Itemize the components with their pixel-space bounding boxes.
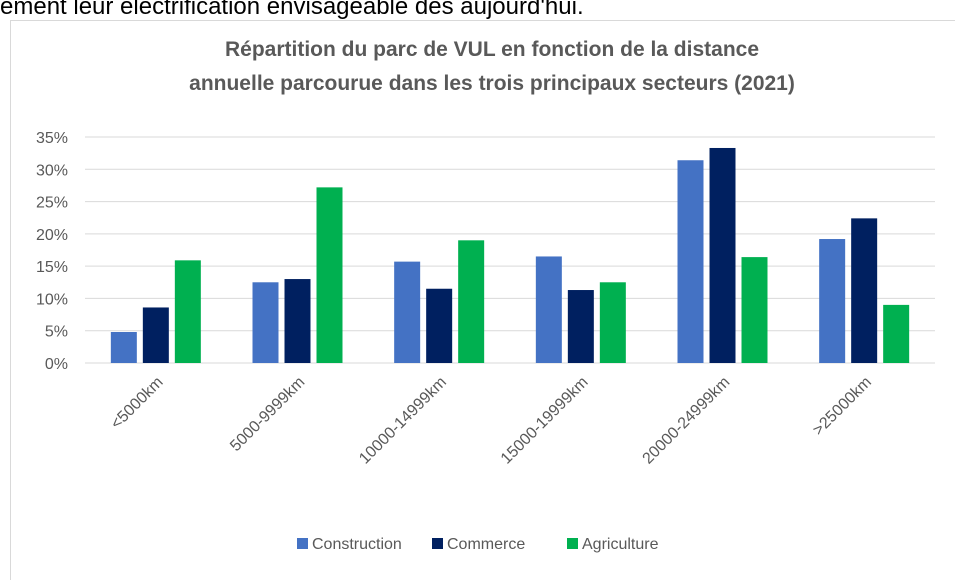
legend-swatch — [297, 538, 308, 549]
bar — [284, 279, 311, 363]
bar — [426, 288, 453, 363]
page-text: ement leur électrification envisageable … — [0, 0, 584, 20]
y-tick-label: 30% — [36, 162, 68, 179]
bar — [851, 218, 878, 363]
bar — [709, 147, 736, 363]
y-tick-label: 35% — [36, 130, 68, 147]
bar — [174, 260, 201, 363]
legend-swatch — [567, 538, 578, 549]
bar — [110, 332, 137, 363]
y-tick-label: 0% — [45, 356, 68, 373]
chart-title: Répartition du parc de VUL en fonction d… — [225, 38, 759, 61]
bar — [252, 282, 279, 363]
bar — [535, 256, 562, 363]
bar — [677, 160, 704, 363]
y-tick-label: 25% — [36, 195, 68, 212]
y-tick-label: 20% — [36, 227, 68, 244]
bar — [142, 307, 169, 363]
legend-label: Agriculture — [582, 536, 659, 553]
bar — [394, 261, 421, 363]
bar — [741, 257, 768, 363]
bar — [883, 304, 910, 363]
bar — [599, 282, 626, 363]
y-tick-label: 15% — [36, 259, 68, 276]
bar — [819, 239, 846, 363]
bar — [567, 290, 594, 363]
bar — [458, 240, 485, 363]
legend-swatch — [432, 538, 443, 549]
chart-title: annuelle parcourue dans les trois princi… — [189, 72, 795, 95]
legend-label: Commerce — [447, 536, 525, 553]
y-tick-label: 5% — [45, 324, 68, 341]
bar — [316, 187, 343, 363]
legend-label: Construction — [312, 536, 402, 553]
y-tick-label: 10% — [36, 291, 68, 308]
